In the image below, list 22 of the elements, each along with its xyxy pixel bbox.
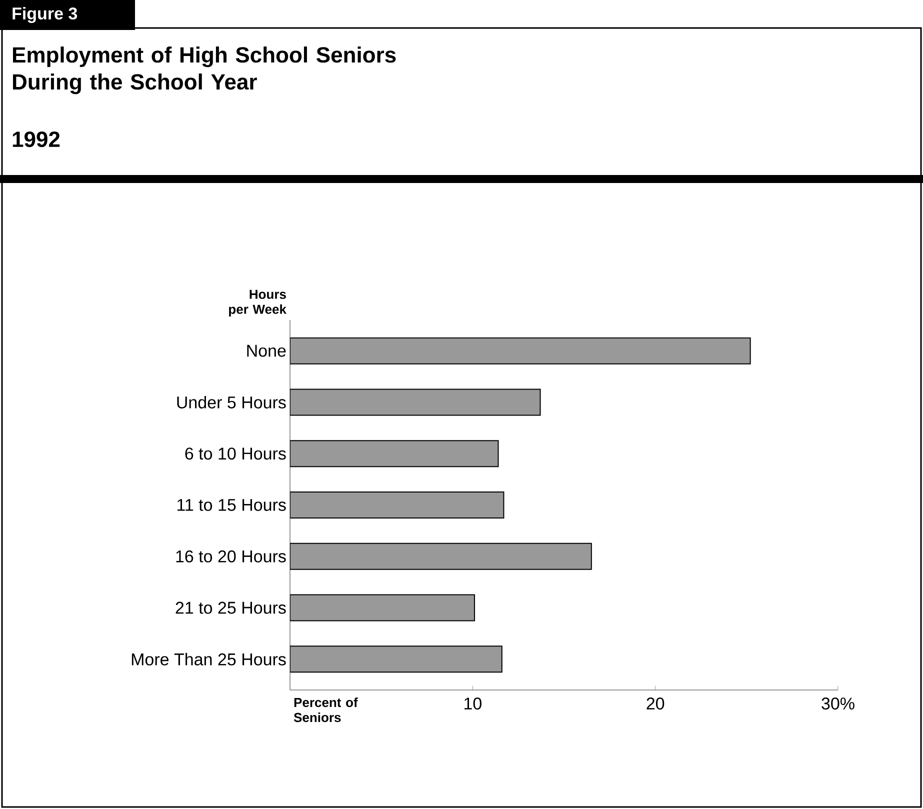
bar bbox=[290, 594, 475, 622]
x-tick-label: 10 bbox=[464, 698, 482, 710]
text: 1992 bbox=[12, 132, 60, 148]
y-axis-title: Hours per Week bbox=[229, 290, 286, 316]
bar bbox=[290, 388, 541, 416]
bar bbox=[290, 492, 504, 519]
caption: Figure 3 bbox=[12, 7, 78, 23]
bar bbox=[290, 337, 751, 364]
y-tick-label: 6 to 10 Hours bbox=[185, 448, 286, 460]
chart-title: Employment of High School Seniors During the School Year bbox=[13, 46, 396, 94]
bar bbox=[290, 542, 592, 570]
bar bbox=[290, 646, 502, 673]
y-tick-label: Under 5 Hours bbox=[177, 396, 286, 408]
y-tick-label: 16 to 20 Hours bbox=[176, 550, 286, 562]
bar bbox=[290, 440, 499, 468]
x-tick-label: 20 bbox=[646, 698, 664, 710]
y-tick-label: More Than 25 Hours bbox=[132, 652, 286, 666]
x-tick-label: 30% bbox=[822, 698, 854, 710]
y-tick-label: 11 to 15 Hours bbox=[178, 499, 286, 511]
y-tick-label: 21 to 25 Hours bbox=[176, 602, 286, 614]
y-tick-label: None bbox=[247, 344, 286, 357]
x-axis-title: Percent of Seniors bbox=[294, 698, 358, 722]
